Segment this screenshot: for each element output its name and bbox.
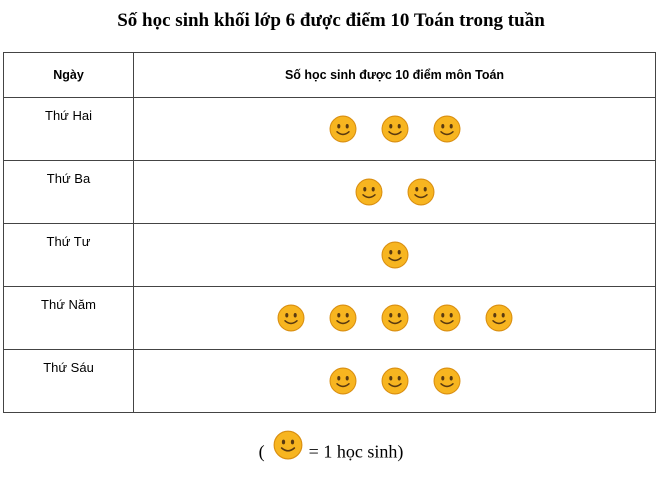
smiley-face-icon — [329, 304, 356, 332]
icon-cell — [133, 286, 656, 350]
smiley-face-icon — [273, 430, 303, 460]
table-row: Thứ Tư — [3, 223, 656, 287]
smiley-face-icon — [381, 115, 408, 143]
smiley-face-icon — [355, 178, 382, 206]
smiley-face-icon — [433, 304, 460, 332]
icon-cell — [133, 223, 656, 287]
table-row: Thứ Ba — [3, 160, 656, 224]
smiley-face-icon — [381, 367, 408, 395]
legend: ( = 1 học sinh) — [0, 430, 662, 462]
header-row: Ngày Số học sinh được 10 điểm môn Toán — [3, 52, 656, 98]
day-label: Thứ Năm — [3, 286, 134, 350]
table-row: Thứ Sáu — [3, 349, 656, 413]
smiley-face-icon — [407, 178, 434, 206]
icon-cell — [133, 160, 656, 224]
table-body: Thứ Hai Thứ Ba Thứ Tư Thứ Năm Thứ Sáu — [3, 97, 656, 413]
day-label: Thứ Sáu — [3, 349, 134, 413]
smiley-face-icon — [381, 304, 408, 332]
day-label: Thứ Ba — [3, 160, 134, 224]
pictograph-table: Ngày Số học sinh được 10 điểm môn Toán T… — [3, 52, 656, 413]
icon-cell — [133, 97, 656, 161]
icon-cell — [133, 349, 656, 413]
legend-text: = 1 học sinh) — [308, 441, 404, 462]
smiley-face-icon — [329, 115, 356, 143]
legend-open-paren: ( — [258, 441, 265, 462]
chart-title: Số học sinh khối lớp 6 được điểm 10 Toán… — [117, 10, 545, 31]
header-day: Ngày — [3, 52, 134, 98]
smiley-face-icon — [433, 367, 460, 395]
smiley-face-icon — [277, 304, 304, 332]
smiley-face-icon — [329, 367, 356, 395]
day-label: Thứ Tư — [3, 223, 134, 287]
day-label: Thứ Hai — [3, 97, 134, 161]
table-row: Thứ Hai — [3, 97, 656, 161]
smiley-face-icon — [381, 241, 408, 269]
smiley-face-icon — [433, 115, 460, 143]
header-count: Số học sinh được 10 điểm môn Toán — [133, 52, 656, 98]
table-row: Thứ Năm — [3, 286, 656, 350]
smiley-face-icon — [485, 304, 512, 332]
